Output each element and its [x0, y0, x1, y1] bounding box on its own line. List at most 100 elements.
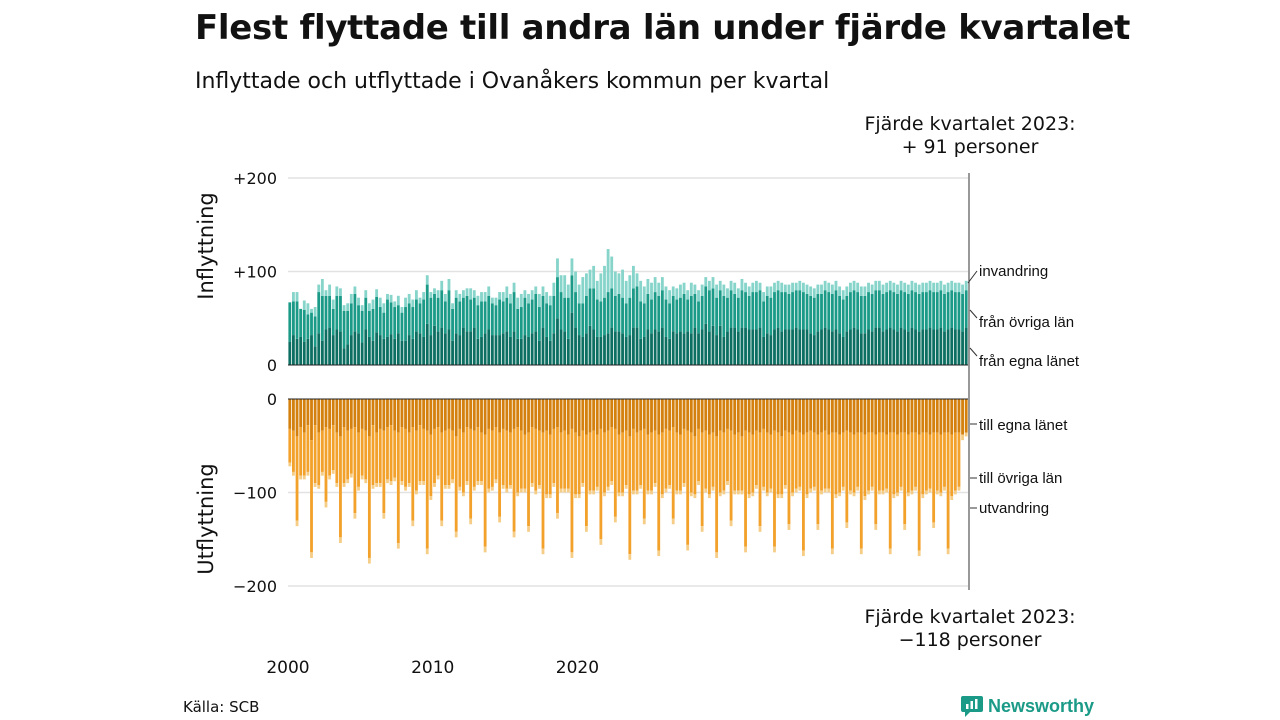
- bar-in-segment: [769, 335, 773, 365]
- bar-in-segment: [950, 327, 954, 365]
- bar-in-segment: [563, 331, 567, 365]
- bar-out-segment: [946, 548, 950, 555]
- bar-in-segment: [476, 305, 480, 339]
- bar-out-segment: [711, 486, 715, 491]
- bar-out-segment: [805, 399, 809, 433]
- bar-out-segment: [812, 399, 816, 433]
- bar-out-segment: [509, 432, 512, 486]
- bar-out-segment: [411, 427, 415, 521]
- bar-out-segment: [346, 479, 350, 484]
- bar-in-segment: [881, 284, 885, 294]
- bar-in-segment: [519, 338, 523, 365]
- bar-in-segment: [953, 282, 957, 293]
- bar-in-segment: [595, 280, 599, 300]
- bar-out-segment: [628, 399, 632, 437]
- bar-in-segment: [798, 329, 802, 365]
- bar-out-segment: [726, 428, 729, 482]
- bar-in-segment: [888, 290, 892, 328]
- bar-in-segment: [679, 331, 682, 365]
- bar-in-segment: [809, 333, 813, 365]
- bar-in-segment: [566, 338, 570, 365]
- bar-in-segment: [863, 333, 867, 365]
- bar-out-segment: [943, 399, 946, 433]
- bar-in-segment: [584, 273, 588, 296]
- bar-in-segment: [613, 295, 617, 332]
- bar-out-segment: [841, 432, 845, 487]
- bar-in-segment: [736, 297, 740, 332]
- bar-out-segment: [646, 399, 650, 435]
- bar-in-segment: [288, 341, 292, 366]
- bar-out-segment: [740, 399, 744, 437]
- bar-in-segment: [367, 310, 371, 337]
- bar-in-segment: [765, 333, 769, 365]
- bar-in-segment: [422, 292, 426, 300]
- bar-out-segment: [389, 425, 393, 482]
- bar-out-segment: [935, 399, 939, 433]
- bar-in-segment: [928, 290, 932, 328]
- bar-out-segment: [472, 486, 476, 491]
- bar-in-segment: [924, 282, 928, 293]
- bar-in-segment: [541, 327, 545, 365]
- bar-in-segment: [349, 335, 353, 365]
- bar-in-segment: [353, 286, 357, 294]
- bar-out-segment: [635, 490, 639, 495]
- bar-in-segment: [407, 293, 411, 304]
- bar-in-segment: [762, 336, 766, 365]
- bar-in-segment: [592, 329, 596, 365]
- bar-in-segment: [773, 329, 776, 365]
- bar-in-segment: [845, 295, 849, 332]
- bar-out-segment: [375, 483, 379, 487]
- bar-in-segment: [592, 265, 596, 289]
- bar-in-segment: [317, 333, 321, 365]
- bar-out-segment: [512, 399, 516, 429]
- bar-out-segment: [642, 428, 646, 519]
- bar-in-segment: [961, 284, 964, 294]
- bar-out-segment: [650, 490, 653, 495]
- bar-in-segment: [697, 290, 700, 302]
- bar-in-segment: [393, 338, 397, 365]
- bar-in-segment: [921, 292, 925, 330]
- bar-in-segment: [935, 329, 939, 365]
- bar-in-segment: [917, 293, 921, 332]
- bar-out-segment: [393, 430, 397, 478]
- bar-out-segment: [899, 432, 903, 487]
- bar-in-segment: [574, 271, 577, 293]
- bar-out-segment: [776, 494, 780, 499]
- bar-in-segment: [610, 288, 614, 328]
- leader-line-in: [967, 270, 978, 284]
- bar-in-segment: [697, 301, 700, 334]
- bar-out-segment: [650, 432, 653, 491]
- bar-in-segment: [758, 282, 762, 291]
- bar-out-segment: [371, 425, 375, 486]
- bar-out-segment: [559, 399, 563, 433]
- bar-in-segment: [671, 295, 675, 332]
- y-tick-upper: +100: [233, 263, 277, 282]
- bar-out-segment: [566, 399, 570, 435]
- bar-out-segment: [668, 430, 672, 486]
- bar-out-segment: [404, 486, 407, 491]
- bar-in-segment: [324, 329, 328, 365]
- bar-in-segment: [396, 295, 400, 306]
- bar-in-segment: [552, 295, 556, 334]
- bar-out-segment: [581, 483, 585, 487]
- bar-in-segment: [465, 295, 469, 332]
- bar-in-segment: [805, 284, 809, 294]
- bar-in-segment: [310, 308, 313, 313]
- bar-in-segment: [924, 292, 928, 330]
- bar-in-segment: [653, 292, 657, 330]
- bar-out-segment: [816, 524, 820, 530]
- bar-in-segment: [791, 292, 794, 330]
- bar-in-segment: [827, 282, 831, 293]
- bar-in-segment: [827, 292, 831, 330]
- bar-out-segment: [679, 490, 682, 495]
- bar-out-segment: [624, 485, 628, 489]
- bar-in-segment: [838, 295, 842, 334]
- bar-out-segment: [935, 490, 939, 495]
- bar-out-segment: [657, 550, 661, 557]
- bar-in-segment: [776, 290, 780, 328]
- bar-in-segment: [693, 293, 697, 328]
- bar-in-segment: [335, 295, 339, 330]
- bar-out-segment: [418, 425, 422, 482]
- bar-out-segment: [722, 432, 726, 491]
- bar-in-segment: [950, 290, 954, 328]
